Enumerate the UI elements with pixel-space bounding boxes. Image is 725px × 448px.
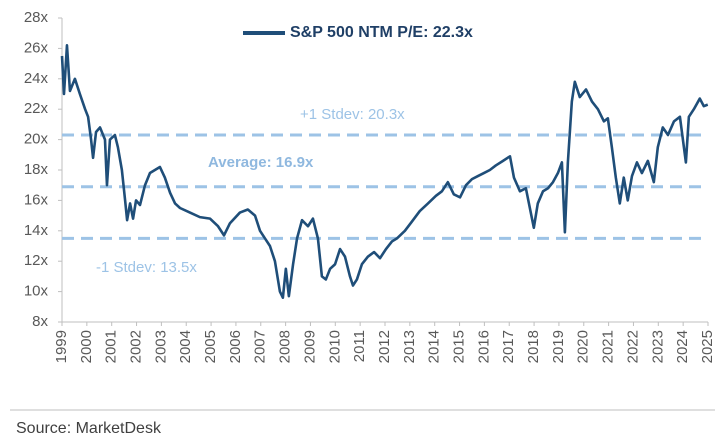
y-tick-label: 28x	[24, 9, 49, 26]
x-tick-label: 2001	[103, 330, 120, 363]
x-tick-label: 2017	[500, 330, 517, 363]
x-tick-label: 2023	[649, 330, 666, 363]
source-note: Source: MarketDesk	[16, 420, 162, 437]
x-tick-label: 2008	[277, 330, 294, 363]
x-tick-label: 2002	[128, 330, 145, 363]
x-tick-label: 2025	[699, 330, 716, 363]
x-tick-label: 2000	[78, 330, 95, 363]
x-tick-label: 2014	[426, 330, 443, 363]
x-tick-label: 2005	[202, 330, 219, 363]
x-tick-label: 2019	[550, 330, 567, 363]
y-tick-label: 24x	[24, 70, 49, 87]
x-tick-label: 2018	[525, 330, 542, 363]
reference-label: Average: 16.9x	[208, 154, 314, 171]
x-tick-label: 2016	[475, 330, 492, 363]
y-tick-label: 26x	[24, 39, 49, 56]
x-tick-label: 2010	[326, 330, 343, 363]
data-line	[60, 44, 709, 299]
y-tick-label: 8x	[32, 313, 48, 330]
x-tick-label: 2006	[227, 330, 244, 363]
x-tick-label: 2009	[301, 330, 318, 363]
x-tick-label: 2007	[252, 330, 269, 363]
y-tick-label: 22x	[24, 100, 49, 117]
x-tick-label: 2013	[401, 330, 418, 363]
x-tick-label: 2021	[600, 330, 617, 363]
y-tick-label: 20x	[24, 131, 49, 148]
x-tick-label: 2024	[674, 330, 691, 363]
x-tick-label: 2012	[376, 330, 393, 363]
y-tick-label: 16x	[24, 191, 49, 208]
x-tick-label: 2022	[624, 330, 641, 363]
reference-label: +1 Stdev: 20.3x	[300, 106, 405, 123]
y-tick-label: 18x	[24, 161, 49, 178]
reference-label: -1 Stdev: 13.5x	[96, 259, 197, 276]
legend-label: S&P 500 NTM P/E: 22.3x	[290, 24, 473, 41]
y-tick-label: 12x	[24, 252, 49, 269]
x-tick-label: 2003	[152, 330, 169, 363]
x-tick-label: 2011	[351, 330, 368, 362]
x-tick-label: 2015	[451, 330, 468, 363]
x-tick-label: 2020	[575, 330, 592, 363]
y-tick-label: 10x	[24, 283, 49, 300]
x-tick-label: 2004	[177, 330, 194, 363]
x-tick-label: 1999	[53, 330, 70, 363]
y-tick-label: 14x	[24, 222, 49, 239]
